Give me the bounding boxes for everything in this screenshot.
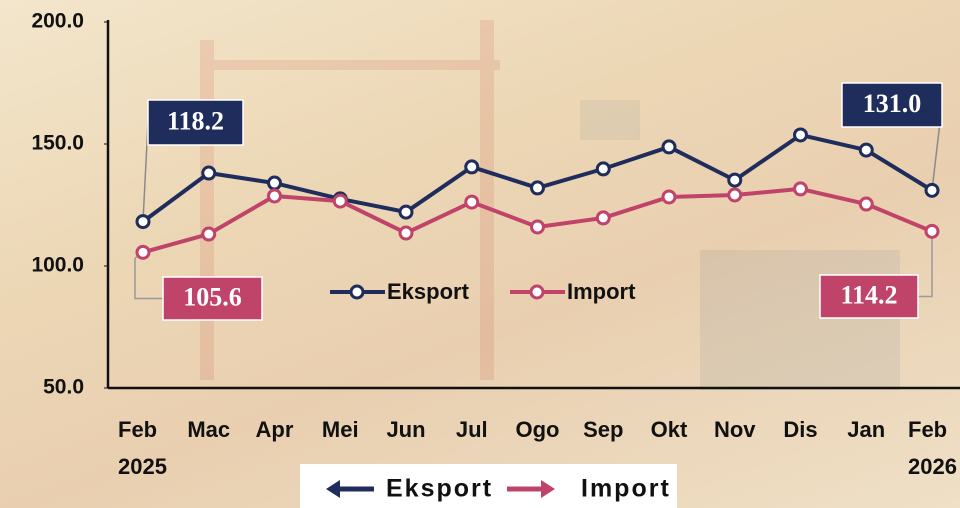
- series-line: [143, 135, 932, 222]
- value-label: 105.6: [183, 282, 242, 311]
- data-point: [400, 206, 412, 218]
- data-point: [466, 196, 478, 208]
- legend-label: Eksport: [386, 475, 493, 503]
- data-point: [795, 129, 807, 141]
- data-point: [203, 167, 215, 179]
- value-label: 114.2: [840, 280, 897, 309]
- y-tick-label: 200.0: [31, 10, 84, 33]
- y-tick-label: 100.0: [31, 254, 84, 277]
- data-point: [663, 141, 675, 153]
- legend-label: Eksport: [387, 279, 470, 304]
- label-connector: [135, 252, 163, 298]
- legend-label: Import: [581, 475, 671, 503]
- data-point: [597, 212, 609, 224]
- data-point: [663, 191, 675, 203]
- data-point: [926, 225, 938, 237]
- data-point: [334, 195, 346, 207]
- data-point: [729, 174, 741, 186]
- data-point: [137, 216, 149, 228]
- x-tick-label: Feb 2026: [908, 411, 960, 485]
- data-point: [269, 190, 281, 202]
- data-point: [860, 198, 872, 210]
- data-point: [269, 177, 281, 189]
- data-point: [532, 182, 544, 194]
- background-decor: [200, 20, 900, 390]
- value-label: 118.2: [167, 106, 224, 135]
- legend-marker: [531, 286, 543, 298]
- data-point: [400, 227, 412, 239]
- data-point: [926, 184, 938, 196]
- data-point: [729, 189, 741, 201]
- data-point: [466, 161, 478, 173]
- label-connector: [918, 231, 932, 296]
- data-point: [203, 228, 215, 240]
- chart: 50.0 100.0 150.0 200.0 118.2 131.0 105.6 114.2 E…: [0, 0, 960, 508]
- legend-marker: [351, 286, 363, 298]
- data-point: [597, 163, 609, 175]
- legend-label: Import: [567, 279, 636, 304]
- value-label: 131.0: [863, 89, 922, 118]
- data-point: [795, 183, 807, 195]
- data-point: [860, 144, 872, 156]
- data-point: [137, 246, 149, 258]
- data-point: [532, 221, 544, 233]
- y-tick-label: 50.0: [43, 376, 84, 399]
- x-tick-label: Jan: [826, 411, 906, 448]
- y-tick-label: 150.0: [31, 132, 84, 155]
